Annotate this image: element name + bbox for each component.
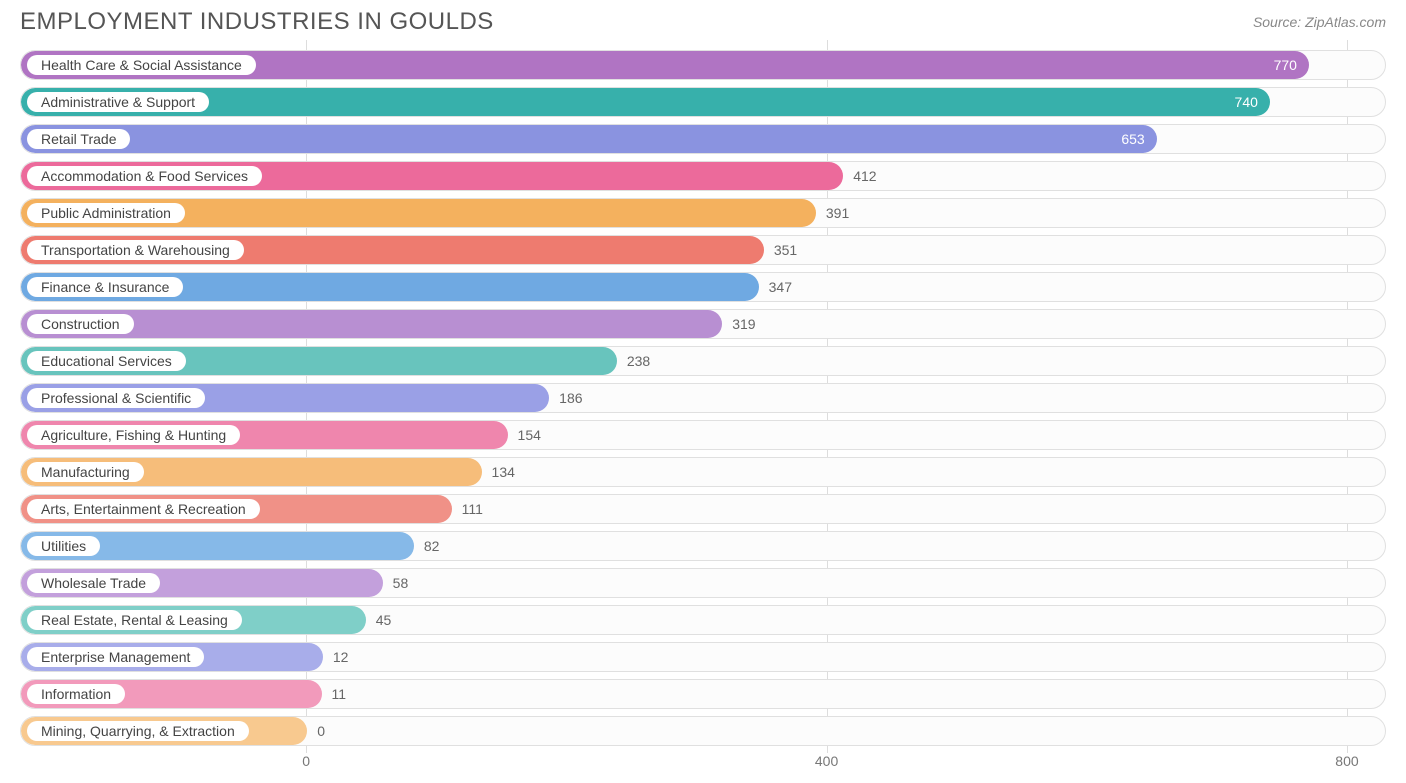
- bar-value: 347: [759, 273, 792, 301]
- bar-label: Real Estate, Rental & Leasing: [27, 610, 242, 630]
- bar-label: Mining, Quarrying, & Extraction: [27, 721, 249, 741]
- bar-value: 82: [414, 532, 440, 560]
- bar-value: 134: [482, 458, 515, 486]
- bar-value: 12: [323, 643, 349, 671]
- bar-value: 351: [764, 236, 797, 264]
- bar-label: Administrative & Support: [27, 92, 209, 112]
- bar-label: Educational Services: [27, 351, 186, 371]
- axis-tick-label: 800: [1335, 753, 1358, 769]
- bar-label: Public Administration: [27, 203, 185, 223]
- bar-row: Utilities 82: [20, 531, 1386, 561]
- bar-label: Professional & Scientific: [27, 388, 205, 408]
- bar-value: 412: [843, 162, 876, 190]
- bar-label: Enterprise Management: [27, 647, 204, 667]
- bar-row: Agriculture, Fishing & Hunting 154: [20, 420, 1386, 450]
- bar-value: 186: [549, 384, 582, 412]
- bar-row: Educational Services 238: [20, 346, 1386, 376]
- bar-label: Wholesale Trade: [27, 573, 160, 593]
- bar-value: 154: [508, 421, 541, 449]
- bar-label: Agriculture, Fishing & Hunting: [27, 425, 240, 445]
- bar-value: 238: [617, 347, 650, 375]
- bar-row: Arts, Entertainment & Recreation 111: [20, 494, 1386, 524]
- axis-tick-label: 400: [815, 753, 838, 769]
- bar-label: Utilities: [27, 536, 100, 556]
- bar-row: Transportation & Warehousing 351: [20, 235, 1386, 265]
- bar-value: 111: [452, 495, 483, 523]
- bar-label: Health Care & Social Assistance: [27, 55, 256, 75]
- bar-label: Retail Trade: [27, 129, 130, 149]
- bar-row: Wholesale Trade 58: [20, 568, 1386, 598]
- bar-row: Construction 319: [20, 309, 1386, 339]
- chart-title: EMPLOYMENT INDUSTRIES IN GOULDS: [20, 8, 494, 36]
- bar-row: Manufacturing 134: [20, 457, 1386, 487]
- chart-area: 770Health Care & Social Assistance 740Adm…: [0, 40, 1406, 783]
- bar-value: 0: [307, 717, 325, 745]
- bar-row: 653Retail Trade: [20, 124, 1386, 154]
- bar-row: 740Administrative & Support: [20, 87, 1386, 117]
- bar-value: 11: [322, 680, 347, 708]
- bars-container: 770Health Care & Social Assistance 740Adm…: [20, 50, 1386, 746]
- bar-label: Accommodation & Food Services: [27, 166, 262, 186]
- bar-row: Enterprise Management 12: [20, 642, 1386, 672]
- bar-value: 319: [722, 310, 755, 338]
- bar-row: Public Administration 391: [20, 198, 1386, 228]
- bar-row: Finance & Insurance 347: [20, 272, 1386, 302]
- bar-value: 391: [816, 199, 849, 227]
- bar-label: Construction: [27, 314, 134, 334]
- bar-value: 58: [383, 569, 409, 597]
- bar-row: Professional & Scientific 186: [20, 383, 1386, 413]
- bar-label: Manufacturing: [27, 462, 144, 482]
- chart-source: Source: ZipAtlas.com: [1253, 8, 1386, 30]
- bar-value: 45: [366, 606, 392, 634]
- chart-header: EMPLOYMENT INDUSTRIES IN GOULDS Source: …: [0, 0, 1406, 40]
- bar-row: Real Estate, Rental & Leasing 45: [20, 605, 1386, 635]
- bar-label: Arts, Entertainment & Recreation: [27, 499, 260, 519]
- bar-fill: 653: [21, 125, 1157, 153]
- axis-tick-label: 0: [302, 753, 310, 769]
- bar-label: Information: [27, 684, 125, 704]
- bar-row: Accommodation & Food Services 412: [20, 161, 1386, 191]
- bar-row: 770Health Care & Social Assistance: [20, 50, 1386, 80]
- bar-label: Finance & Insurance: [27, 277, 183, 297]
- x-axis: 0 400 800: [20, 753, 1386, 783]
- bar-row: Information 11: [20, 679, 1386, 709]
- bar-label: Transportation & Warehousing: [27, 240, 244, 260]
- bar-row: Mining, Quarrying, & Extraction 0: [20, 716, 1386, 746]
